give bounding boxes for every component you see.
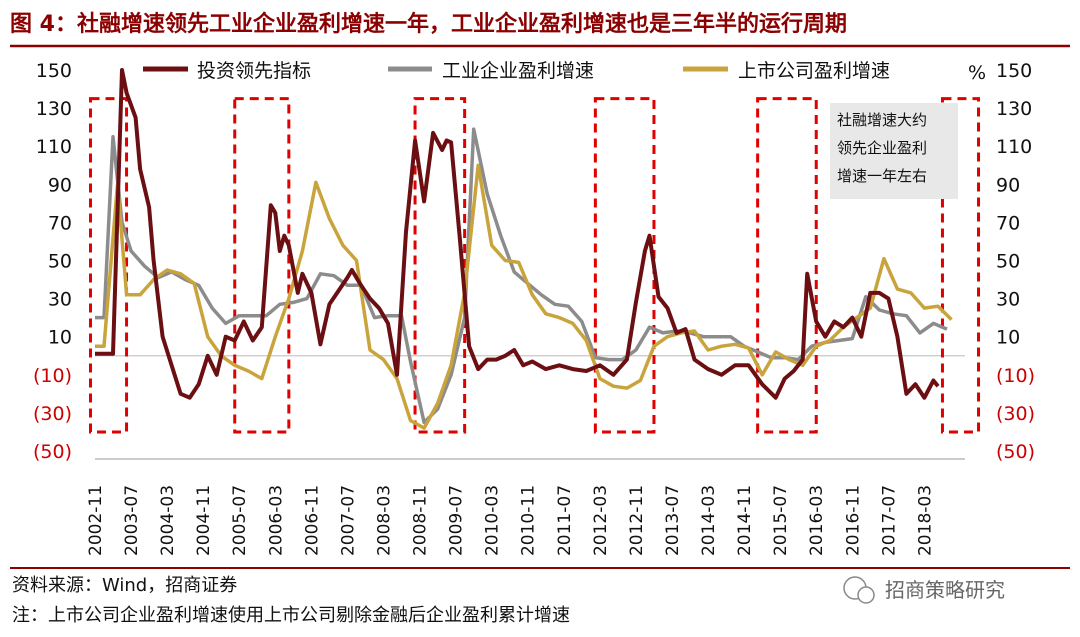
x-tick-label: 2008-11 — [411, 485, 431, 556]
x-tick-label: 2016-11 — [843, 485, 863, 556]
x-tick-label: 2015-07 — [771, 485, 791, 556]
highlight-box — [88, 97, 129, 434]
y-tick-label-right: 90 — [996, 174, 1020, 196]
y-tick-label-left: 30 — [48, 289, 72, 311]
chart-title: 图 4：社融增速领先工业企业盈利增速一年，工业企业盈利增速也是三年半的运行周期 — [10, 11, 847, 37]
series-lines — [95, 68, 953, 430]
series-line-1 — [95, 127, 948, 425]
annotation-line-2: 领先企业盈利 — [837, 139, 927, 157]
x-tick-label: 2008-03 — [374, 485, 394, 556]
highlight-box — [413, 97, 467, 434]
annotation-line-3: 增速一年左右 — [837, 167, 927, 185]
x-tick-label: 2010-11 — [519, 485, 539, 556]
note-text: 注：上市公司企业盈利增速使用上市公司剔除金融后企业盈利累计增速 — [12, 605, 570, 626]
y-tick-label-left: (50) — [33, 441, 72, 463]
watermark-text: 招商策略研究 — [885, 578, 1005, 602]
x-tick-label: 2006-11 — [302, 485, 322, 556]
y-tick-label-right: 10 — [996, 327, 1020, 349]
y-tick-label-left: (30) — [33, 403, 72, 425]
y-tick-label-right: 70 — [996, 212, 1020, 234]
watermark: 招商策略研究 — [843, 576, 1005, 604]
y-tick-label-left: 130 — [36, 98, 72, 120]
annotation-box: 社融增速大约 领先企业盈利 增速一年左右 — [830, 103, 958, 199]
y-tick-label-right: 150 — [996, 60, 1032, 82]
y-tick-label-left: 90 — [48, 174, 72, 196]
y-tick-label-right: 110 — [996, 136, 1032, 158]
unit-label: % — [968, 62, 986, 84]
x-tick-label: 2002-11 — [86, 485, 106, 556]
x-tick-label: 2018-03 — [915, 485, 935, 556]
x-tick-label: 2013-07 — [663, 485, 683, 556]
x-tick-label: 2005-07 — [230, 485, 250, 556]
y-tick-label-right: 130 — [996, 98, 1032, 120]
x-tick-label: 2004-03 — [158, 485, 178, 556]
plot-area — [95, 355, 965, 460]
annotation-line-1: 社融增速大约 — [837, 111, 927, 129]
legend-label-industrial: 工业企业盈利增速 — [442, 60, 594, 82]
y-tick-label-left: 10 — [48, 327, 72, 349]
highlight-box — [756, 97, 818, 434]
series-line-0 — [95, 68, 940, 400]
x-tick-label: 2003-07 — [122, 485, 142, 556]
x-tick-label: 2014-03 — [699, 485, 719, 556]
x-tick-label: 2012-11 — [627, 485, 647, 556]
y-tick-label-left: (10) — [33, 365, 72, 387]
y-tick-label-right: 50 — [996, 251, 1020, 273]
x-tick-label: 2004-11 — [194, 485, 214, 556]
y-tick-label-left: 150 — [36, 60, 72, 82]
series-line-2 — [95, 163, 953, 430]
x-tick-label: 2010-03 — [483, 485, 503, 556]
x-tick-label: 2009-07 — [447, 485, 467, 556]
x-tick-label: 2012-03 — [591, 485, 611, 556]
x-tick-label: 2017-07 — [879, 485, 899, 556]
legend: 投资领先指标 工业企业盈利增速 上市公司盈利增速 — [143, 60, 890, 82]
legend-label-investment: 投资领先指标 — [197, 60, 311, 82]
legend-label-listed: 上市公司盈利增速 — [738, 60, 890, 82]
x-tick-label: 2016-03 — [807, 485, 827, 556]
x-tick-label: 2007-07 — [338, 485, 358, 556]
y-tick-label-left: 70 — [48, 212, 72, 234]
y-tick-label-right: (50) — [996, 441, 1035, 463]
x-tick-label: 2006-03 — [266, 485, 286, 556]
annotation-background — [830, 103, 958, 199]
y-tick-label-left: 110 — [36, 136, 72, 158]
x-tick-label: 2014-11 — [735, 485, 755, 556]
highlight-box — [233, 97, 291, 434]
y-tick-label-right: (30) — [996, 403, 1035, 425]
axis-ticks: 150 150 130 130 110 110 90 90 70 70 50 50 30 30 10 10 (1… — [33, 60, 1035, 556]
highlight-box — [940, 97, 981, 434]
y-tick-label-right: 30 — [996, 289, 1020, 311]
source-text: 资料来源：Wind，招商证券 — [12, 575, 237, 596]
x-tick-label: 2011-07 — [555, 485, 575, 556]
y-tick-label-right: (10) — [996, 365, 1035, 387]
y-tick-label-left: 50 — [48, 251, 72, 273]
